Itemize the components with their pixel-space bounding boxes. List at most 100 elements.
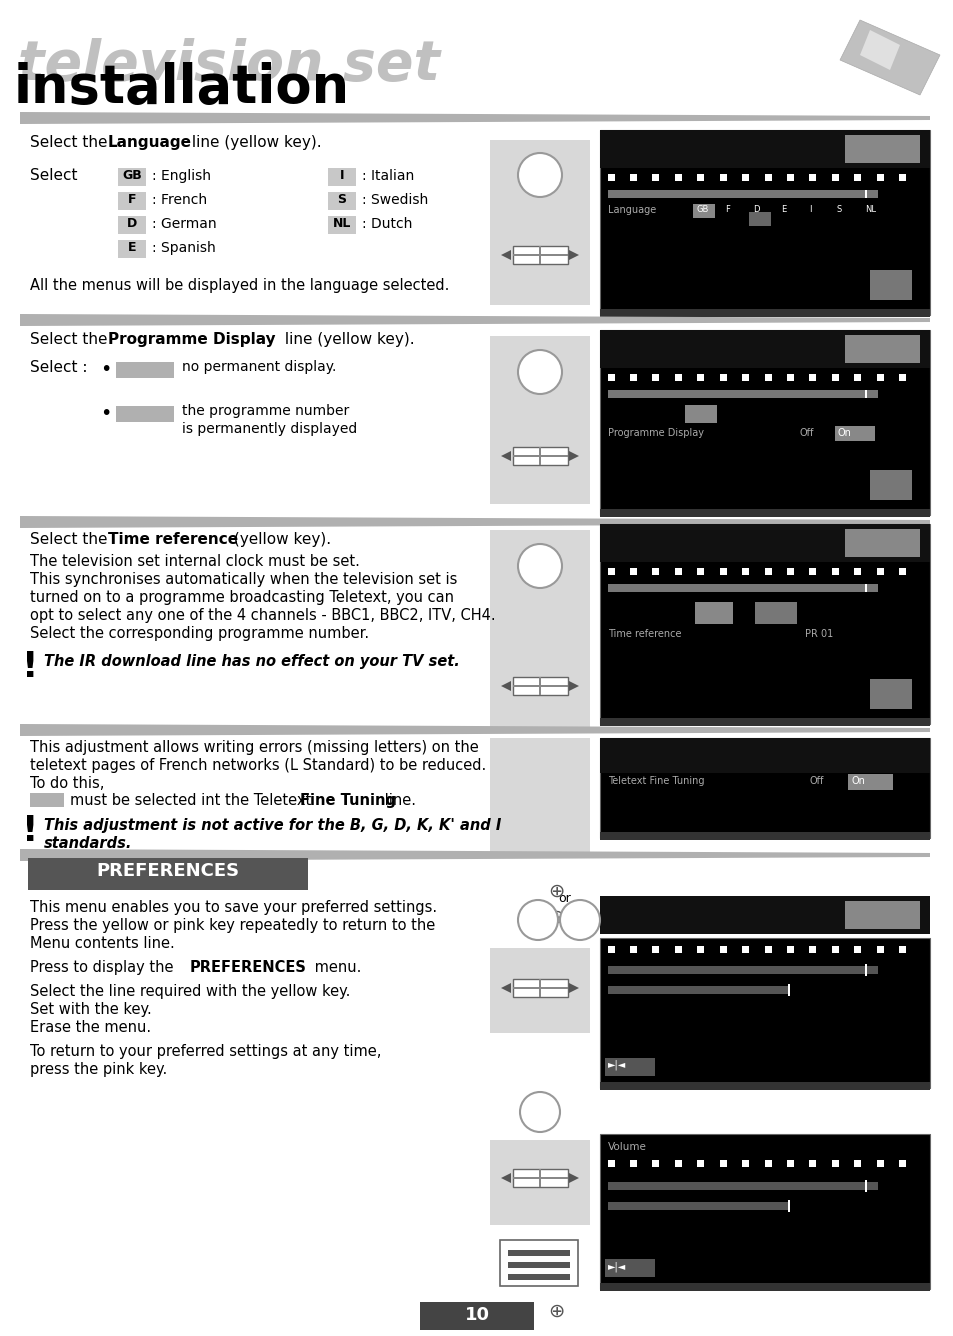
Text: must be selected int the Teletext: must be selected int the Teletext: [70, 794, 315, 808]
Bar: [864, 584, 866, 592]
Bar: [599, 896, 929, 934]
Bar: [898, 946, 905, 953]
Text: The IR download line has no effect on your TV set.: The IR download line has no effect on yo…: [44, 655, 459, 669]
Bar: [741, 946, 748, 953]
Bar: [507, 1250, 569, 1256]
Text: E: E: [781, 204, 785, 214]
Text: This menu enables you to save your preferred settings.: This menu enables you to save your prefe…: [30, 900, 436, 915]
Bar: [599, 509, 929, 517]
Bar: [118, 168, 146, 186]
Text: To return to your preferred settings at any time,: To return to your preferred settings at …: [30, 1043, 381, 1059]
Text: : Spanish: : Spanish: [152, 240, 215, 255]
Bar: [898, 174, 905, 180]
Bar: [538, 246, 540, 265]
Bar: [607, 584, 877, 592]
Text: : Swedish: : Swedish: [361, 192, 428, 207]
Text: Programme Display: Programme Display: [607, 428, 703, 438]
Text: ⊕: ⊕: [547, 882, 563, 900]
Bar: [898, 1160, 905, 1168]
Text: Set with the key.: Set with the key.: [30, 1002, 152, 1017]
Text: ⊕: ⊕: [547, 1303, 563, 1321]
Bar: [720, 174, 726, 180]
Bar: [328, 216, 355, 234]
Bar: [490, 737, 589, 852]
Bar: [786, 568, 793, 574]
Polygon shape: [568, 681, 578, 691]
Text: Press the yellow or pink key repeatedly to return to the: Press the yellow or pink key repeatedly …: [30, 918, 435, 933]
Bar: [869, 470, 911, 500]
Polygon shape: [500, 681, 511, 691]
Bar: [697, 174, 703, 180]
Text: is permanently displayed: is permanently displayed: [182, 422, 356, 436]
Text: standards.: standards.: [44, 836, 132, 851]
Bar: [599, 1082, 929, 1090]
Bar: [651, 374, 659, 381]
Text: PR 01: PR 01: [804, 629, 832, 639]
Bar: [853, 568, 861, 574]
Text: I: I: [808, 204, 811, 214]
Bar: [853, 174, 861, 180]
Bar: [607, 374, 615, 381]
Text: E: E: [128, 240, 136, 254]
Text: Select :: Select :: [30, 359, 88, 375]
Bar: [808, 174, 815, 180]
Bar: [599, 330, 929, 514]
Text: The television set internal clock must be set.: The television set internal clock must b…: [30, 554, 359, 569]
Bar: [720, 568, 726, 574]
Text: F: F: [128, 192, 136, 206]
Text: installation: installation: [14, 61, 350, 114]
Text: !: !: [22, 651, 38, 684]
Text: S: S: [337, 192, 346, 206]
Text: S: S: [836, 204, 841, 214]
Bar: [876, 374, 883, 381]
Bar: [844, 529, 919, 557]
Bar: [513, 246, 567, 265]
Bar: [741, 374, 748, 381]
Bar: [864, 965, 866, 977]
Bar: [786, 946, 793, 953]
Bar: [876, 946, 883, 953]
Bar: [675, 174, 681, 180]
Bar: [607, 986, 787, 994]
Bar: [599, 832, 929, 840]
Text: Menu contents line.: Menu contents line.: [30, 937, 174, 951]
Bar: [116, 362, 173, 378]
Bar: [697, 374, 703, 381]
Bar: [599, 737, 929, 774]
Text: Time reference: Time reference: [607, 629, 680, 639]
Bar: [328, 192, 355, 210]
Bar: [764, 1160, 771, 1168]
Text: teletext pages of French networks (L Standard) to be reduced.: teletext pages of French networks (L Sta…: [30, 758, 486, 774]
Polygon shape: [568, 983, 578, 993]
Bar: [651, 1160, 659, 1168]
Polygon shape: [20, 724, 929, 736]
Polygon shape: [840, 20, 939, 95]
Text: All the menus will be displayed in the language selected.: All the menus will be displayed in the l…: [30, 278, 449, 293]
Bar: [629, 946, 637, 953]
Text: opt to select any one of the 4 channels - BBC1, BBC2, ITV, CH4.: opt to select any one of the 4 channels …: [30, 608, 496, 623]
Text: turned on to a programme broadcasting Teletext, you can: turned on to a programme broadcasting Te…: [30, 591, 454, 605]
Bar: [720, 946, 726, 953]
Text: This synchronises automatically when the television set is: This synchronises automatically when the…: [30, 572, 456, 587]
Bar: [869, 679, 911, 709]
Bar: [538, 448, 540, 465]
Bar: [808, 568, 815, 574]
Bar: [741, 174, 748, 180]
Bar: [675, 946, 681, 953]
Bar: [754, 603, 796, 624]
Bar: [607, 390, 877, 398]
Bar: [786, 1160, 793, 1168]
Text: Volume: Volume: [607, 1142, 646, 1152]
Text: : Italian: : Italian: [361, 168, 414, 183]
Bar: [419, 1303, 534, 1331]
Bar: [28, 858, 308, 890]
Bar: [831, 1160, 838, 1168]
Bar: [118, 192, 146, 210]
Bar: [607, 568, 615, 574]
Bar: [538, 677, 540, 695]
Bar: [513, 979, 567, 997]
Text: On: On: [851, 776, 865, 786]
Bar: [898, 568, 905, 574]
Text: •: •: [100, 403, 112, 424]
Text: line.: line.: [379, 794, 416, 808]
